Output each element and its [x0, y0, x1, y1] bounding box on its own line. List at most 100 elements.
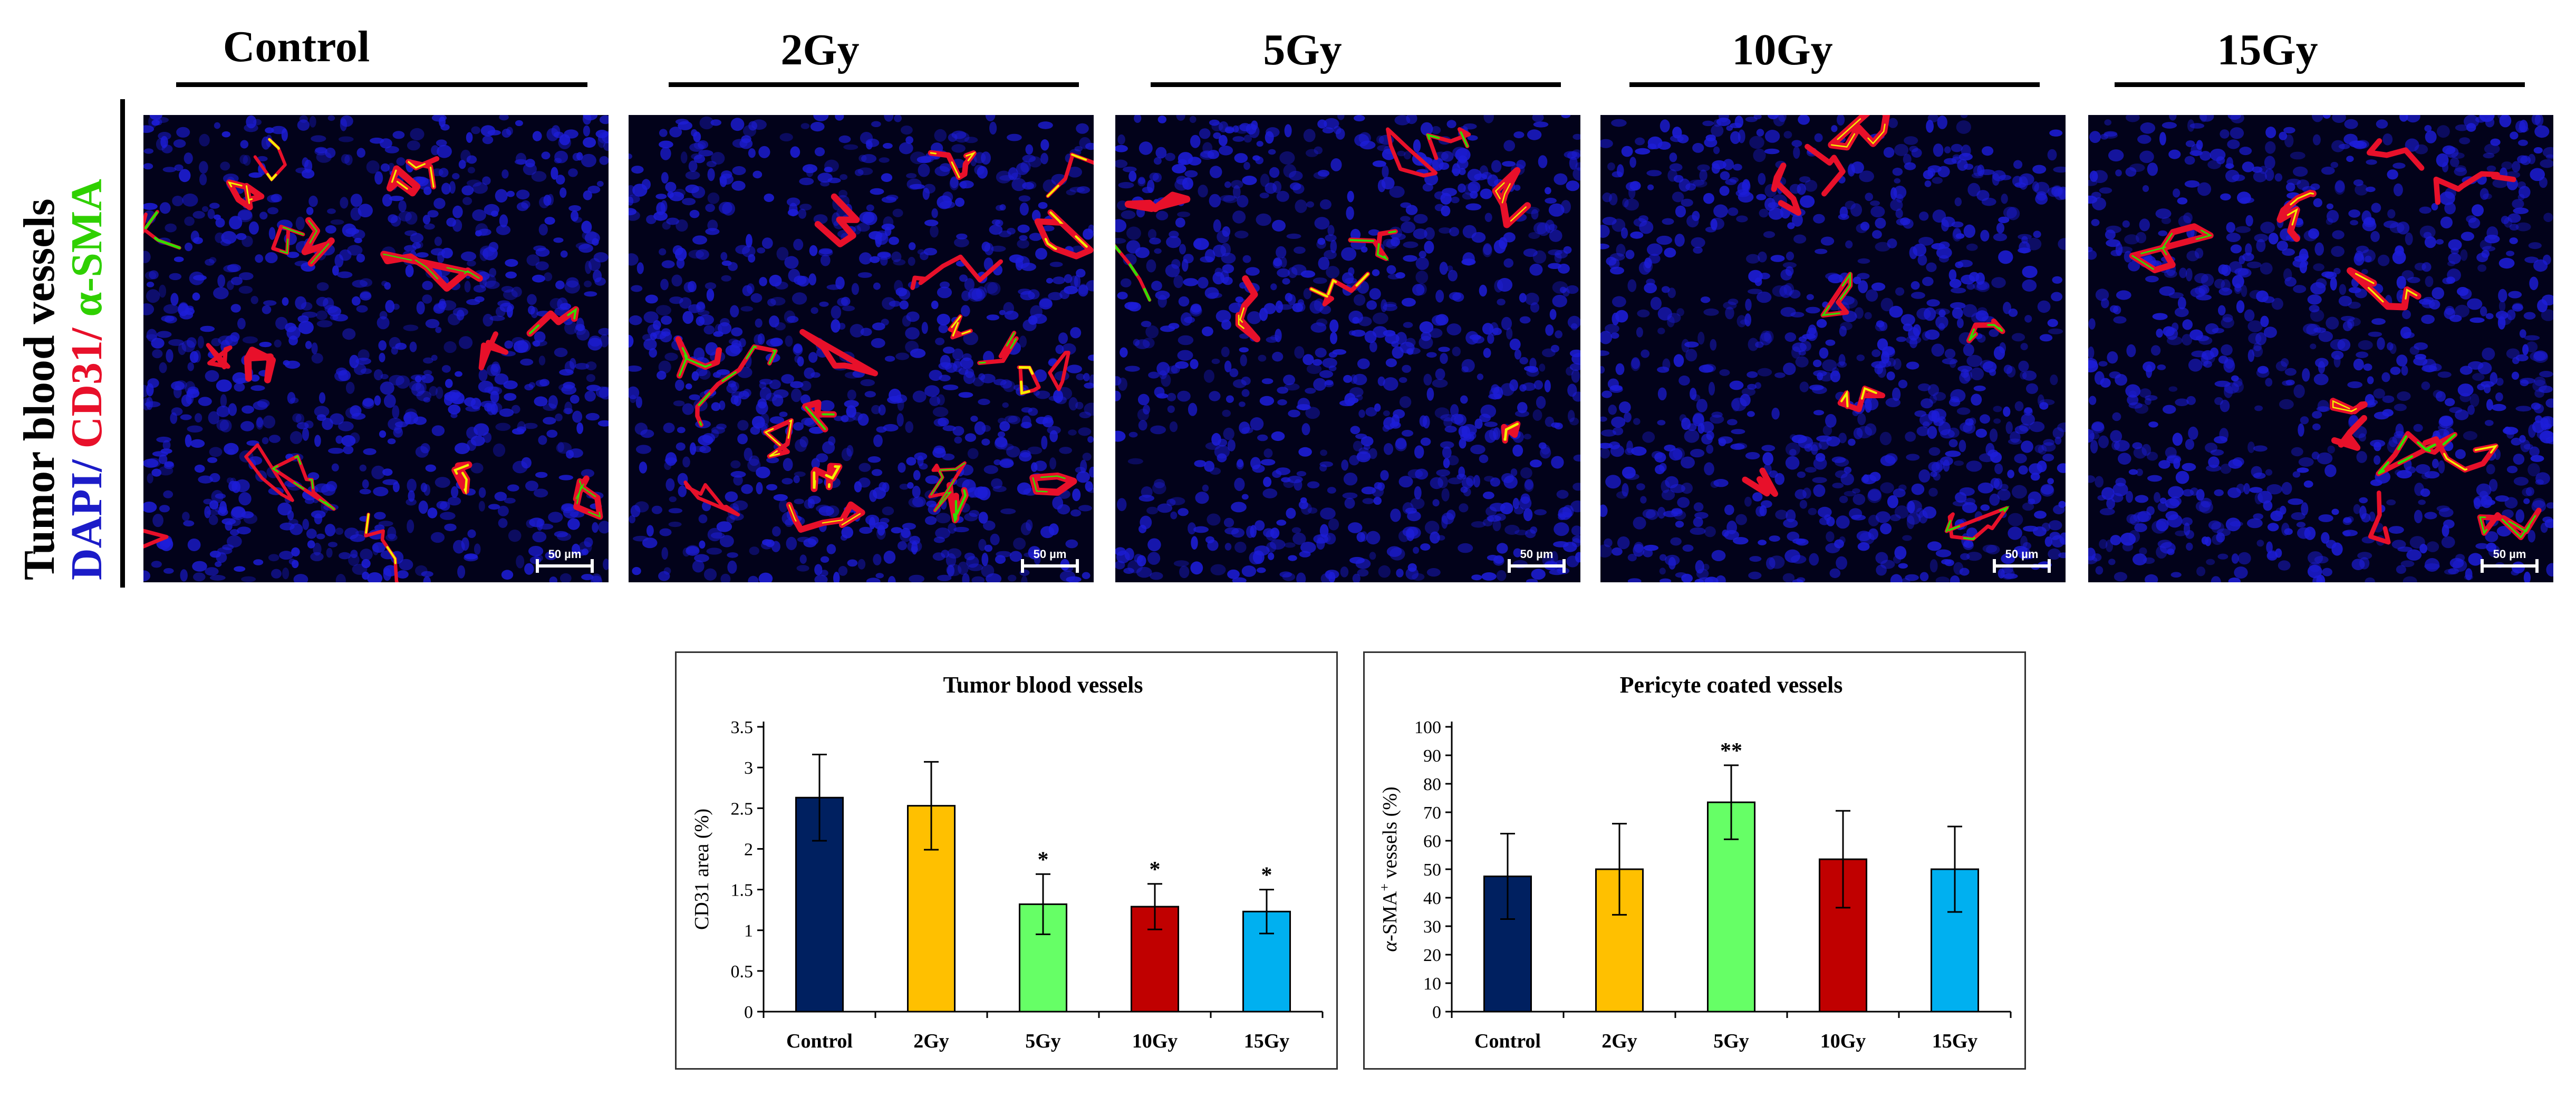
row-rule: [120, 99, 125, 588]
bar-15gy: [1930, 868, 1980, 1013]
nuclei: [1115, 115, 1580, 582]
y-axis-label-tail: vessels (%): [1379, 786, 1401, 883]
vessels: [675, 150, 1094, 533]
row-label-dapi: DAPI/: [62, 459, 111, 580]
nuclei: [2088, 115, 2553, 582]
chart-title: Pericyte coated vessels: [1620, 672, 1843, 698]
row-label-cd31: CD31/: [62, 316, 111, 460]
scale-bar: 50 µm: [536, 547, 594, 573]
vessels: [1742, 115, 2010, 541]
y-axis-label-alpha: α: [1379, 941, 1401, 952]
error-bar-control: [812, 753, 827, 842]
y-tick-label: 0.5: [731, 962, 754, 982]
vessels: [1115, 127, 1531, 444]
y-tick-label: 1: [744, 921, 753, 941]
scale-bar-label: 50 µm: [548, 547, 582, 561]
significance-label: *: [1261, 863, 1272, 888]
column-title-15gy: 15Gy: [2217, 25, 2318, 74]
y-tick-label: 10: [1423, 974, 1441, 994]
column-title-5gy: 5Gy: [1263, 25, 1342, 74]
vessels: [2129, 138, 2542, 545]
y-tick-label: 2: [744, 840, 753, 859]
column-title-control: Control: [223, 22, 370, 71]
scale-bar-label: 50 µm: [1033, 547, 1067, 561]
x-tick-label: 15Gy: [1932, 1030, 1978, 1052]
x-tick-label: 5Gy: [1025, 1030, 1061, 1052]
significance-label: *: [1038, 848, 1049, 872]
micrograph-control: 50 µm: [143, 115, 609, 582]
error-bar-2gy: [924, 761, 939, 851]
chart-tumor-blood-vessels: Tumor blood vessels CD31 area (%) 0 0.5 1 1.5…: [691, 672, 1324, 1052]
nuclei: [1600, 115, 2066, 582]
chart-pericyte-coated-vessels: Pericyte coated vessels α-SMA+ vessels (%…: [1377, 672, 2012, 1052]
chart-title: Tumor blood vessels: [943, 672, 1143, 698]
y-tick-label: 3.5: [731, 718, 754, 737]
scale-bar: 50 µm: [1021, 547, 1079, 573]
error-bar-10gy: [1147, 883, 1162, 930]
significance-label: **: [1720, 739, 1742, 763]
micrograph-15gy: 50 µm: [2088, 115, 2553, 582]
y-axis-label: CD31 area (%): [691, 809, 713, 930]
error-bar-5gy: [1036, 873, 1050, 935]
y-axis-label-main: -SMA: [1379, 891, 1401, 941]
y-axis-label-sup: +: [1377, 883, 1392, 891]
y-tick-label: 40: [1423, 889, 1441, 908]
column-rule-15gy: [2115, 82, 2525, 87]
y-tick-label: 3: [744, 758, 753, 778]
x-tick-label: Control: [786, 1030, 853, 1052]
y-tick-label: 30: [1423, 917, 1441, 937]
scale-bar-label: 50 µm: [1520, 547, 1554, 561]
micrograph-5gy: 50 µm: [1115, 115, 1580, 582]
y-axis-label: α-SMA+ vessels (%): [1377, 786, 1402, 952]
column-title-2gy: 2Gy: [780, 25, 860, 74]
x-tick-label: 2Gy: [1601, 1030, 1637, 1052]
micrograph-10gy-image: [1600, 115, 2066, 582]
micrograph-10gy: 50 µm: [1600, 115, 2066, 582]
scale-bar-label: 50 µm: [2005, 547, 2039, 561]
y-tick-label: 0: [744, 1003, 753, 1022]
micrograph-15gy-image: [2088, 115, 2553, 582]
y-tick-label: 60: [1423, 832, 1441, 851]
y-tick-label: 0: [1432, 1003, 1441, 1022]
chart-panel-tumor-blood-vessels: Tumor blood vessels CD31 area (%) 0 0.5 1 1.5…: [675, 651, 1338, 1070]
column-title-10gy: 10Gy: [1732, 25, 1833, 74]
y-tick-label: 1.5: [731, 881, 754, 900]
x-tick-label: 5Gy: [1713, 1030, 1749, 1052]
nuclei: [629, 115, 1094, 582]
micrograph-2gy-image: [629, 115, 1094, 582]
column-rule-5gy: [1151, 82, 1561, 87]
x-tick-label: 15Gy: [1244, 1030, 1290, 1052]
micrograph-5gy-image: [1115, 115, 1580, 582]
x-tick-label: 10Gy: [1820, 1030, 1866, 1052]
x-tick-label: 10Gy: [1132, 1030, 1178, 1052]
error-bar-control: [1500, 833, 1515, 920]
error-bar-5gy: [1724, 764, 1739, 840]
column-rule-10gy: [1629, 82, 2040, 87]
y-tick-label: 80: [1423, 775, 1441, 794]
error-bar-15gy: [1259, 889, 1274, 935]
y-tick-label: 100: [1414, 718, 1441, 737]
micrograph-control-image: [143, 115, 609, 582]
scale-bar: 50 µm: [1508, 547, 1566, 573]
column-rule-control: [176, 82, 587, 87]
y-tick-label: 90: [1423, 746, 1441, 766]
vessels: [143, 138, 603, 582]
scale-bar: 50 µm: [2481, 547, 2539, 573]
y-tick-label: 20: [1423, 946, 1441, 965]
row-label-sma: α-SMA: [62, 179, 111, 317]
error-bar-15gy: [1947, 825, 1962, 913]
significance-label: *: [1150, 858, 1161, 882]
row-label-title: Tumor blood vessels: [15, 198, 64, 580]
chart-panel-pericyte-coated-vessels: Pericyte coated vessels α-SMA+ vessels (%…: [1363, 651, 2026, 1070]
error-bar-2gy: [1612, 823, 1627, 916]
scale-bar-label: 50 µm: [2493, 547, 2526, 561]
x-tick-label: Control: [1474, 1030, 1541, 1052]
column-rule-2gy: [669, 82, 1079, 87]
micrograph-2gy: 50 µm: [629, 115, 1094, 582]
y-tick-label: 70: [1423, 803, 1441, 823]
y-tick-label: 50: [1423, 860, 1441, 880]
error-bar-10gy: [1836, 810, 1850, 909]
scale-bar: 50 µm: [1993, 547, 2051, 573]
y-tick-label: 2.5: [731, 799, 754, 819]
x-tick-label: 2Gy: [913, 1030, 949, 1052]
